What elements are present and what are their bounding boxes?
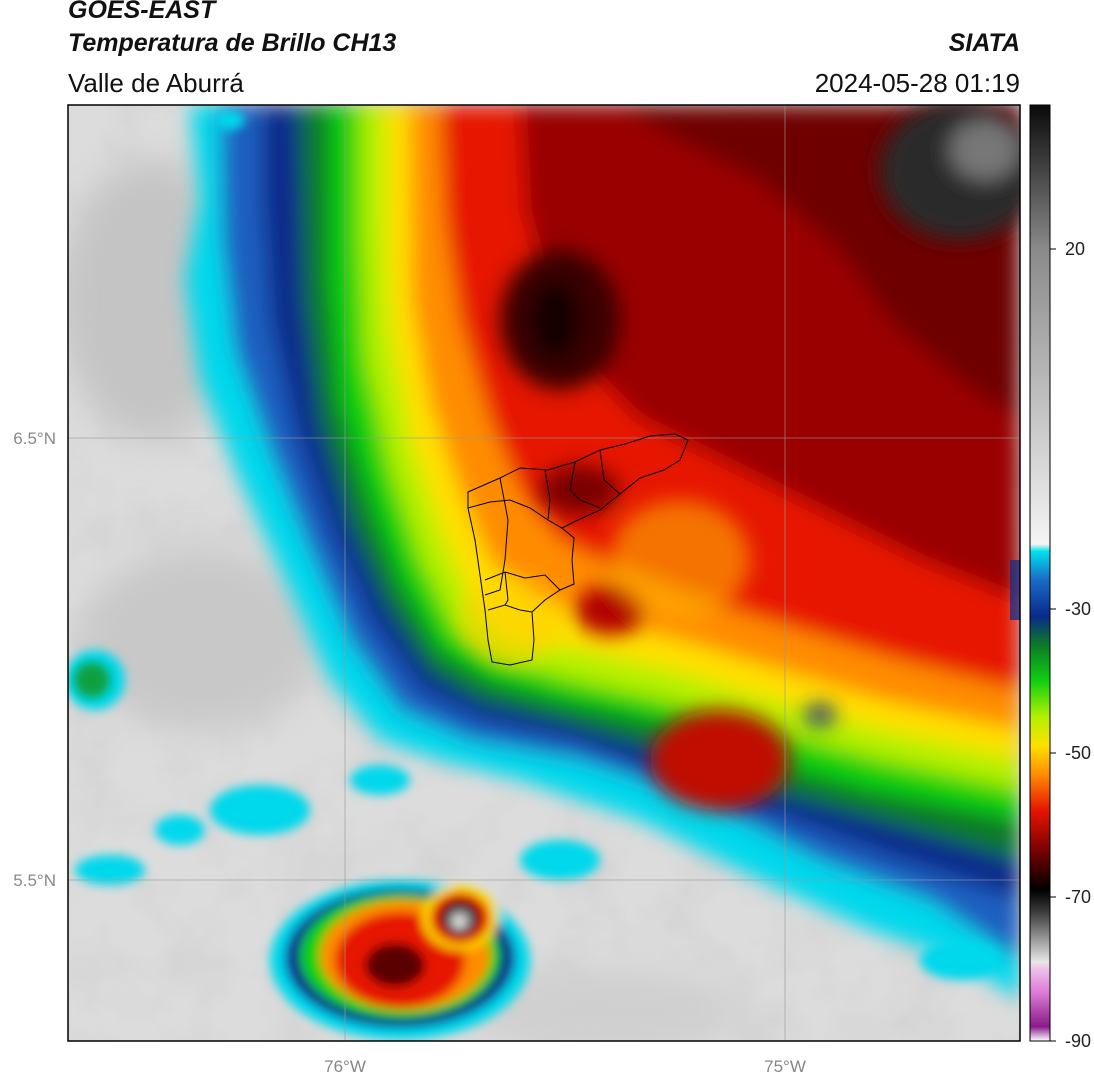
- organization-label: SIATA: [948, 29, 1020, 57]
- product-title: Temperatura de Brillo CH13: [68, 29, 397, 57]
- colorbar-tick-label: -50: [1065, 743, 1091, 763]
- municipal-boundaries: [467, 433, 689, 666]
- lat-label-6-5: 6.5°N: [13, 429, 56, 448]
- datetime-label: 2024-05-28 01:19: [814, 68, 1020, 98]
- map-frame: [67, 104, 1021, 1042]
- colorbar-tick-label: 20: [1065, 239, 1085, 259]
- lon-label-75: 75°W: [764, 1057, 806, 1076]
- temperature-field: [68, 105, 1020, 1041]
- region-subtitle: Valle de Aburrá: [68, 68, 244, 98]
- colorbar: 20 -30 -50 -70 -90: [1029, 104, 1091, 1051]
- lat-label-5-5: 5.5°N: [13, 871, 56, 890]
- colorbar-tick-label: -90: [1065, 1031, 1091, 1051]
- colorbar-tick-label: -30: [1065, 599, 1091, 619]
- lon-label-76: 76°W: [324, 1057, 366, 1076]
- satellite-title: GOES-EAST: [68, 0, 216, 24]
- colorbar-tick-label: -70: [1065, 887, 1091, 907]
- map-gridlines: [68, 105, 1020, 1041]
